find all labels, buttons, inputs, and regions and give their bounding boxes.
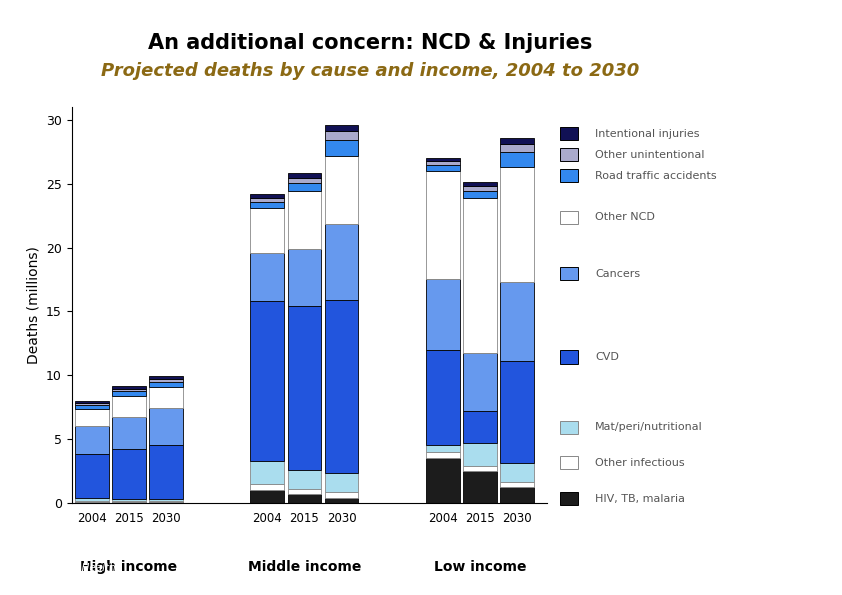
Bar <box>112 449 146 499</box>
Bar <box>426 458 460 503</box>
Bar <box>463 198 497 353</box>
Bar <box>325 156 359 224</box>
Text: High income: High income <box>80 560 178 574</box>
Bar <box>112 501 146 502</box>
Bar <box>287 174 322 178</box>
Bar <box>463 443 497 466</box>
Bar <box>112 396 146 417</box>
Bar <box>149 408 183 445</box>
Bar <box>149 499 183 501</box>
Text: Middle income: Middle income <box>248 560 361 574</box>
Bar <box>426 452 460 458</box>
Bar <box>426 171 460 280</box>
Bar <box>500 144 534 152</box>
Bar <box>325 131 359 140</box>
Bar <box>112 502 146 503</box>
Bar <box>75 453 109 498</box>
Bar <box>250 208 284 253</box>
Bar <box>500 463 534 483</box>
Bar <box>500 487 534 503</box>
Text: Department of Health Systems Financing: Better Financing for
Better Health: Department of Health Systems Financing: … <box>46 552 371 573</box>
Bar <box>75 403 109 405</box>
Bar <box>463 466 497 471</box>
Bar <box>75 405 109 409</box>
Bar <box>500 167 534 282</box>
Bar <box>250 194 284 198</box>
Text: HIV, TB, malaria: HIV, TB, malaria <box>595 494 685 503</box>
Bar <box>75 409 109 425</box>
Bar <box>287 178 322 183</box>
Text: Other NCD: Other NCD <box>595 212 655 222</box>
Bar <box>426 165 460 171</box>
Bar <box>287 488 322 494</box>
Bar <box>463 471 497 503</box>
Bar <box>250 301 284 461</box>
Bar <box>112 386 146 389</box>
Bar <box>325 300 359 473</box>
Y-axis label: Deaths (millions): Deaths (millions) <box>26 246 40 364</box>
Bar <box>287 192 322 249</box>
Bar <box>75 502 109 503</box>
Bar <box>75 425 109 453</box>
Bar <box>426 161 460 165</box>
Text: Road traffic accidents: Road traffic accidents <box>595 171 717 180</box>
Bar <box>287 494 322 503</box>
Bar <box>463 186 497 191</box>
Text: Low income: Low income <box>434 560 526 574</box>
Bar <box>463 191 497 198</box>
Text: An additional concern: NCD & Injuries: An additional concern: NCD & Injuries <box>148 33 593 53</box>
Bar <box>500 361 534 463</box>
Bar <box>149 502 183 503</box>
Bar <box>75 498 109 500</box>
Bar <box>325 140 359 156</box>
Bar <box>112 389 146 391</box>
Bar <box>250 202 284 208</box>
Bar <box>112 499 146 501</box>
Bar <box>325 224 359 300</box>
Bar <box>149 381 183 387</box>
Bar <box>426 445 460 452</box>
Bar <box>325 497 359 503</box>
Text: Mat/peri/nutritional: Mat/peri/nutritional <box>595 422 703 432</box>
Bar <box>463 181 497 186</box>
Text: Other unintentional: Other unintentional <box>595 150 705 159</box>
Bar <box>149 379 183 381</box>
Bar <box>112 391 146 396</box>
Text: Other infectious: Other infectious <box>595 458 685 468</box>
Bar <box>463 411 497 443</box>
Bar <box>75 500 109 502</box>
Text: Projected deaths by cause and income, 2004 to 2030: Projected deaths by cause and income, 20… <box>101 62 640 80</box>
Bar <box>463 353 497 411</box>
Text: World Health
Organization: World Health Organization <box>657 546 769 578</box>
Bar <box>250 461 284 484</box>
Bar <box>287 306 322 469</box>
Bar <box>149 501 183 502</box>
Bar <box>250 490 284 503</box>
Bar <box>75 400 109 403</box>
Bar <box>112 417 146 449</box>
Bar <box>250 484 284 490</box>
Text: Intentional injuries: Intentional injuries <box>595 129 700 139</box>
Bar <box>426 280 460 350</box>
Bar <box>287 183 322 192</box>
Bar <box>325 492 359 497</box>
Bar <box>500 152 534 167</box>
Text: CVD: CVD <box>595 352 619 362</box>
Bar <box>149 377 183 379</box>
Bar <box>325 125 359 131</box>
Bar <box>287 469 322 488</box>
Bar <box>250 198 284 202</box>
Bar <box>325 473 359 492</box>
Bar <box>426 158 460 161</box>
Bar <box>426 350 460 445</box>
Bar <box>287 249 322 306</box>
Bar <box>149 445 183 499</box>
Bar <box>149 387 183 408</box>
Bar <box>500 483 534 487</box>
Bar <box>250 253 284 301</box>
Text: Cancers: Cancers <box>595 269 641 278</box>
Bar <box>500 282 534 361</box>
Bar <box>500 137 534 144</box>
Text: 20: 20 <box>21 555 42 570</box>
